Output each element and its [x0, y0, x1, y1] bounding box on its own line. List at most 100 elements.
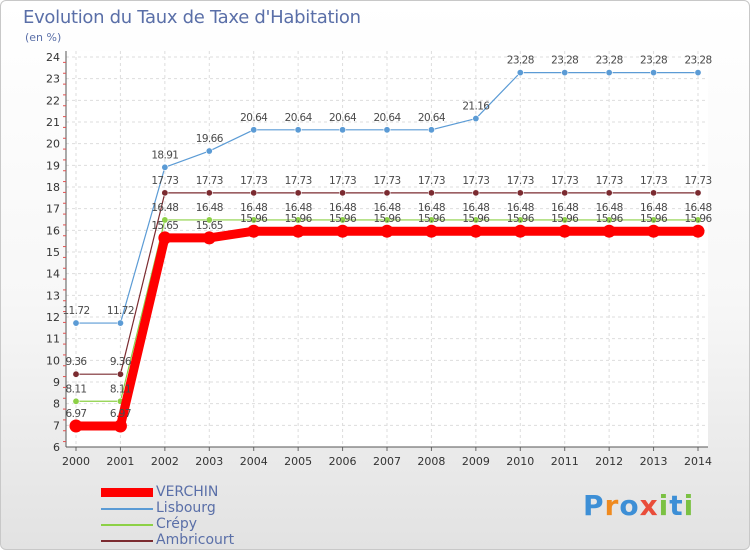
data-label-verchin-2007: 15.96: [373, 213, 401, 225]
data-label-ambricourt-2009: 17.73: [462, 175, 489, 187]
data-point-verchin-2003: [202, 231, 216, 245]
data-point-lisbourg-2005: [294, 126, 302, 134]
data-point-lisbourg-2000: [72, 319, 80, 327]
data-point-verchin-2004: [247, 224, 261, 238]
x-tick-label-2011: 2011: [551, 455, 579, 468]
data-point-verchin-2013: [647, 224, 661, 238]
y-tick-label-6: 6: [53, 441, 60, 454]
data-point-verchin-2000: [69, 419, 83, 433]
data-label-cr-py-2000: 8.11: [66, 383, 87, 395]
x-tick-label-2007: 2007: [373, 455, 401, 468]
logo-letter: P: [583, 489, 605, 522]
data-point-ambricourt-2000: [72, 370, 80, 378]
data-point-cr-py-2000: [72, 397, 80, 405]
data-label-lisbourg-2014: 23.28: [684, 55, 711, 67]
data-point-lisbourg-2012: [605, 69, 613, 77]
y-tick-label-16: 16: [46, 224, 60, 237]
y-tick-label-15: 15: [46, 246, 60, 259]
data-label-verchin-2008: 15.96: [418, 213, 446, 225]
data-point-cr-py-2006: [339, 216, 347, 224]
chart-title: Evolution du Taux de Taxe d'Habitation: [23, 7, 361, 28]
series-verchin: [69, 224, 705, 433]
data-point-lisbourg-2009: [472, 115, 480, 123]
chart-unit-label: (en %): [25, 31, 62, 44]
data-label-ambricourt-2014: 17.73: [684, 175, 711, 187]
x-tick-label-2004: 2004: [240, 455, 268, 468]
data-point-ambricourt-2001: [116, 370, 124, 378]
data-point-cr-py-2007: [383, 216, 391, 224]
x-tick-label-2002: 2002: [151, 455, 179, 468]
data-label-lisbourg-2004: 20.64: [240, 112, 268, 124]
data-label-cr-py-2014: 16.48: [684, 202, 711, 214]
data-point-cr-py-2012: [605, 216, 613, 224]
data-point-cr-py-2014: [694, 216, 702, 224]
data-label-lisbourg-2006: 20.64: [329, 112, 357, 124]
y-tick-label-8: 8: [53, 398, 60, 411]
y-tick-label-13: 13: [46, 289, 60, 302]
x-tick-label-2006: 2006: [329, 455, 357, 468]
y-tick-label-9: 9: [53, 376, 60, 389]
data-point-verchin-2008: [424, 224, 438, 238]
y-tick-label-22: 22: [46, 94, 60, 107]
data-label-ambricourt-2007: 17.73: [373, 175, 400, 187]
data-label-verchin-2003: 15.65: [196, 220, 223, 232]
data-label-ambricourt-2010: 17.73: [507, 175, 534, 187]
logo-letter: i: [658, 489, 670, 522]
data-label-verchin-2014: 15.96: [684, 213, 712, 225]
y-tick-label-14: 14: [46, 268, 60, 281]
grid: [66, 51, 708, 448]
data-point-verchin-2007: [380, 224, 394, 238]
data-label-cr-py-2011: 16.48: [551, 202, 578, 214]
legend-swatch-crepy: [101, 524, 153, 526]
data-point-lisbourg-2006: [339, 126, 347, 134]
data-label-lisbourg-2008: 20.64: [418, 112, 446, 124]
x-tick-label-2000: 2000: [62, 455, 90, 468]
x-tick-label-2001: 2001: [106, 455, 134, 468]
data-label-lisbourg-2009: 21.16: [462, 101, 490, 113]
proxiti-logo: Proxiti: [583, 489, 694, 522]
data-point-lisbourg-2008: [427, 126, 435, 134]
x-tick-label-2003: 2003: [195, 455, 223, 468]
data-label-lisbourg-2007: 20.64: [373, 112, 401, 124]
data-point-cr-py-2004: [250, 216, 258, 224]
y-tick-label-10: 10: [46, 354, 60, 367]
x-tick-label-2014: 2014: [684, 455, 712, 468]
data-label-lisbourg-2000: 11.72: [62, 305, 89, 317]
data-label-verchin-2006: 15.96: [329, 213, 357, 225]
data-point-lisbourg-2004: [250, 126, 258, 134]
data-point-cr-py-2003: [205, 216, 213, 224]
axes: 6 7 8 9 10 11 12 13 14 15 16 17 18 19 20 21 22 23 24 2000 20…: [46, 51, 712, 468]
y-tick-label-21: 21: [46, 116, 60, 129]
data-label-cr-py-2005: 16.48: [285, 202, 312, 214]
data-point-verchin-2009: [469, 224, 483, 238]
data-point-lisbourg-2002: [161, 163, 169, 171]
data-point-lisbourg-2011: [561, 69, 569, 77]
data-point-lisbourg-2007: [383, 126, 391, 134]
data-label-lisbourg-2013: 23.28: [640, 55, 667, 67]
data-point-ambricourt-2012: [605, 189, 613, 197]
logo-letter: i: [683, 489, 695, 522]
data-point-cr-py-2009: [472, 216, 480, 224]
y-tick-label-23: 23: [46, 73, 60, 86]
data-label-ambricourt-2005: 17.73: [285, 175, 312, 187]
data-label-verchin-2005: 15.96: [285, 213, 313, 225]
data-label-cr-py-2012: 16.48: [596, 202, 623, 214]
data-label-verchin-2013: 15.96: [640, 213, 668, 225]
y-tick-label-7: 7: [53, 419, 60, 432]
data-point-verchin-2014: [691, 224, 705, 238]
series-lisbourg: [72, 69, 702, 327]
logo-letter: o: [619, 489, 640, 522]
y-tick-label-19: 19: [46, 159, 60, 172]
data-point-ambricourt-2014: [694, 189, 702, 197]
data-label-ambricourt-2000: 9.36: [66, 356, 88, 368]
x-tick-label-2005: 2005: [284, 455, 312, 468]
data-point-cr-py-2002: [161, 216, 169, 224]
data-label-cr-py-2006: 16.48: [329, 202, 356, 214]
logo-letter: r: [604, 489, 620, 522]
data-label-verchin-2002: 15.65: [151, 220, 178, 232]
data-point-ambricourt-2013: [650, 189, 658, 197]
x-tick-label-2008: 2008: [417, 455, 445, 468]
data-point-ambricourt-2008: [427, 189, 435, 197]
